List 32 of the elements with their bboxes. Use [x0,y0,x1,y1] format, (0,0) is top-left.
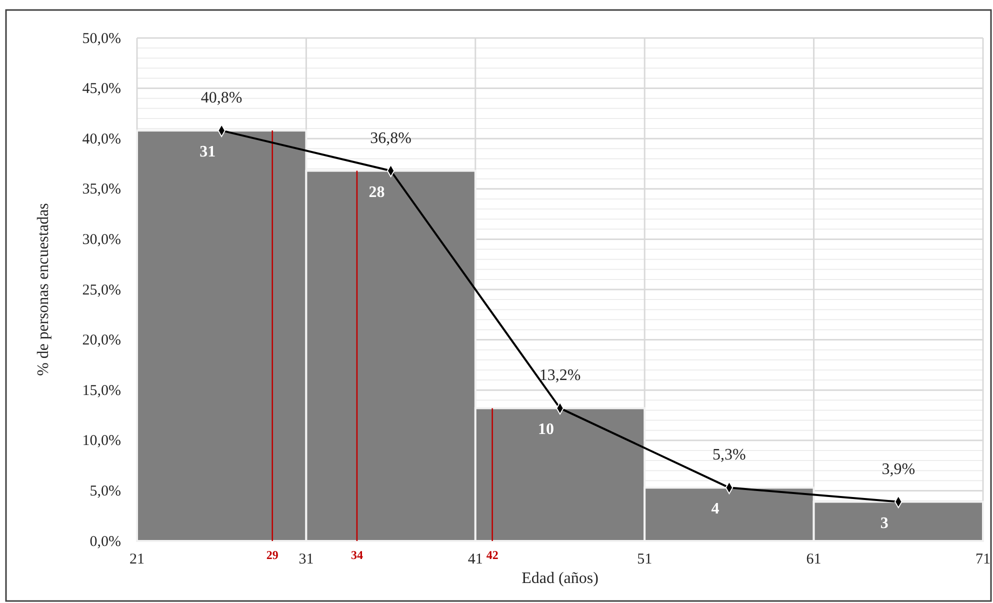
annotation: 28 [368,184,385,201]
annotation: 4 [711,500,720,518]
y-tick-label: 50,0% [82,30,121,47]
y-tick-label: 45,0% [82,81,121,98]
ref-line-label: 34 [350,548,363,562]
annotation: 3 [880,514,888,532]
y-tick-label: 40,0% [82,131,121,148]
annotation: 31 [200,144,216,161]
x-axis-title: Edad (años) [522,570,598,587]
annotation: 10 [538,421,554,438]
x-tick-label: 71 [976,552,990,568]
data-label: 13,2% [539,367,581,384]
x-tick-label: 31 [298,552,314,568]
x-tick-label: 61 [806,552,822,568]
data-label: 36,8% [370,130,412,147]
y-tick-label: 20,0% [82,332,121,349]
y-tick-label: 5,0% [90,484,121,500]
x-tick-label: 41 [468,552,483,568]
x-tick-label: 21 [130,552,144,568]
x-tick-label: 51 [637,552,652,568]
y-tick-label: 15,0% [82,382,121,399]
y-tick-label: 25,0% [82,282,121,298]
y-tick-label: 10,0% [82,433,121,450]
y-tick-label: 0,0% [90,534,121,550]
ref-line-label: 29 [266,548,278,562]
ref-line-label: 42 [486,548,498,562]
y-axis-title: % de personas encuestadas [35,203,52,376]
y-tick-label: 35,0% [82,182,121,198]
data-label: 5,3% [712,446,746,464]
data-label: 3,9% [882,460,916,478]
y-tick-label: 30,0% [82,232,121,248]
data-label: 40,8% [200,90,242,107]
